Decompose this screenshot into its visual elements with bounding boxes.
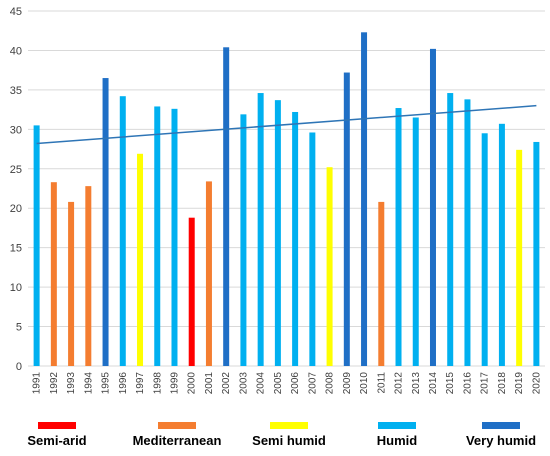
y-tick-label: 0 [16, 361, 22, 373]
legend-label: Semi-arid [27, 433, 86, 448]
bar-2001 [205, 181, 212, 366]
x-tick-label: 2013 [411, 372, 422, 395]
legend-label: Humid [377, 433, 418, 448]
bar-2017 [481, 133, 488, 366]
x-tick-label: 1999 [169, 372, 180, 395]
x-tick-label: 2005 [273, 372, 284, 395]
x-tick-label: 1993 [66, 372, 77, 395]
x-tick-label: 2015 [445, 372, 456, 395]
legend-swatch [270, 422, 308, 429]
bar-2008 [326, 167, 333, 366]
x-tick-label: 2006 [290, 372, 301, 395]
y-tick-label: 20 [10, 203, 22, 215]
bar-1996 [119, 96, 126, 366]
x-tick-label: 2018 [497, 372, 508, 395]
x-axis-ticks: 1991 1992 1993 1994 1995 1996 1997 1998 1999 2000… [32, 372, 543, 395]
bar-2003 [240, 114, 247, 366]
bar-1999 [171, 108, 178, 367]
bar-2019 [516, 149, 523, 366]
x-tick-label: 2004 [256, 372, 267, 395]
x-tick-label: 2001 [204, 372, 215, 395]
y-tick-label: 10 [10, 282, 22, 294]
bar-1992 [50, 182, 57, 366]
bar-2020 [533, 141, 540, 366]
bar-1994 [85, 186, 92, 366]
grid-layer [28, 10, 545, 367]
bar-2016 [464, 99, 471, 366]
bar-2002 [223, 47, 230, 367]
x-tick-label: 1995 [101, 372, 112, 395]
x-tick-label: 2016 [462, 372, 473, 395]
bar-2015 [447, 93, 454, 367]
bar-1993 [68, 201, 75, 366]
x-tick-label: 2019 [514, 372, 525, 395]
legend-swatch [378, 422, 416, 429]
y-tick-label: 40 [10, 45, 22, 57]
bar-1995 [102, 78, 109, 367]
x-tick-label: 2003 [238, 372, 249, 395]
legend-label: Very humid [466, 433, 536, 448]
x-tick-label: 2012 [394, 372, 405, 395]
bar-2012 [395, 108, 402, 367]
bar-2013 [412, 117, 419, 366]
x-tick-label: 2009 [342, 372, 353, 395]
bar-2006 [292, 111, 299, 366]
legend-label: Semi humid [252, 433, 326, 448]
y-tick-label: 15 [10, 243, 22, 255]
bars [33, 32, 540, 367]
x-tick-label: 1994 [83, 372, 94, 395]
bar-2014 [429, 48, 436, 366]
x-tick-label: 2010 [359, 372, 370, 395]
legend: Semi-arid Mediterranean Semi humid Humid Ver… [27, 422, 536, 448]
bar-2018 [498, 123, 505, 366]
x-tick-label: 1998 [152, 372, 163, 395]
bar-2004 [257, 93, 264, 367]
trendline [36, 104, 537, 145]
bar-2005 [274, 100, 281, 367]
y-tick-label: 5 [16, 322, 22, 334]
bar-2011 [378, 201, 385, 366]
bar-1991 [33, 125, 40, 366]
x-tick-label: 1997 [135, 372, 146, 395]
trendline-layer [36, 104, 537, 145]
x-tick-label: 2014 [428, 372, 439, 395]
y-tick-label: 35 [10, 85, 22, 97]
bar-2009 [343, 72, 350, 367]
x-tick-label: 1991 [32, 372, 43, 395]
x-tick-label: 2011 [376, 372, 387, 394]
bar-1998 [154, 106, 161, 366]
x-tick-label: 2000 [187, 372, 198, 395]
x-tick-label: 1992 [49, 372, 60, 395]
x-tick-label: 2007 [307, 372, 318, 395]
bar-2010 [361, 32, 368, 367]
x-tick-label: 2020 [531, 372, 542, 395]
y-tick-label: 30 [10, 124, 22, 136]
legend-swatch [482, 422, 520, 429]
bar-2007 [309, 132, 316, 366]
x-tick-label: 2008 [325, 372, 336, 395]
legend-label: Mediterranean [133, 433, 222, 448]
legend-swatch [158, 422, 196, 429]
y-tick-label: 45 [10, 6, 22, 18]
x-tick-label: 1996 [118, 372, 129, 395]
x-tick-label: 2017 [480, 372, 491, 395]
bar-1997 [137, 153, 144, 366]
bar-2000 [188, 217, 195, 366]
legend-swatch [38, 422, 76, 429]
y-tick-label: 25 [10, 164, 22, 176]
x-tick-label: 2002 [221, 372, 232, 395]
y-axis-ticks: 0 5 10 15 20 25 30 35 40 45 [10, 6, 22, 373]
